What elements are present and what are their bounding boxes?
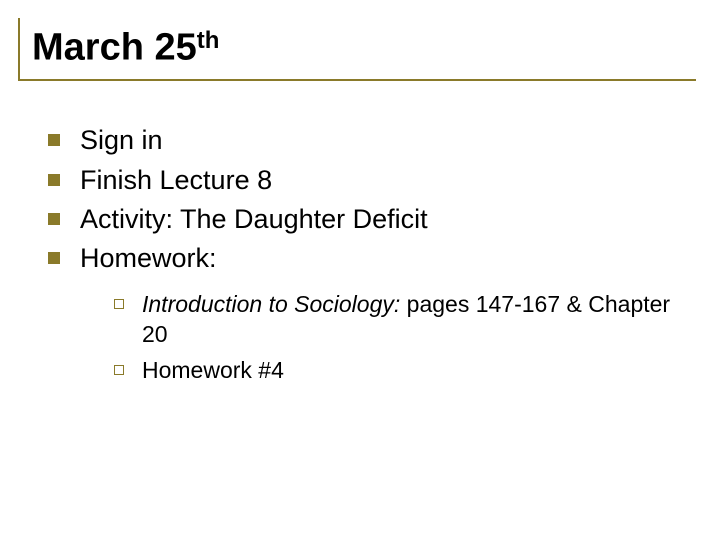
list-item: Activity: The Daughter Deficit xyxy=(48,202,696,237)
hollow-square-bullet-icon xyxy=(114,299,124,309)
sub-bullet-list: Introduction to Sociology: pages 147-167… xyxy=(48,290,696,386)
title-main: March 25 xyxy=(32,27,197,69)
list-item: Homework: xyxy=(48,241,696,276)
hollow-square-bullet-icon xyxy=(114,365,124,375)
list-item: Sign in xyxy=(48,123,696,158)
list-item: Homework #4 xyxy=(114,356,696,386)
square-bullet-icon xyxy=(48,213,60,225)
bullet-text: Homework: xyxy=(80,241,217,276)
sub-bullet-text: Homework #4 xyxy=(142,356,284,386)
italic-text: Introduction to Sociology: xyxy=(142,291,400,317)
slide-title: March 25th xyxy=(32,26,696,69)
slide: March 25th Sign in Finish Lecture 8 Acti… xyxy=(0,0,720,540)
bullet-text: Activity: The Daughter Deficit xyxy=(80,202,428,237)
plain-text: Homework #4 xyxy=(142,357,284,383)
bullet-text: Sign in xyxy=(80,123,163,158)
list-item: Finish Lecture 8 xyxy=(48,163,696,198)
title-superscript: th xyxy=(197,27,220,54)
list-item: Introduction to Sociology: pages 147-167… xyxy=(114,290,696,350)
square-bullet-icon xyxy=(48,134,60,146)
bullet-list: Sign in Finish Lecture 8 Activity: The D… xyxy=(18,123,696,385)
title-border: March 25th xyxy=(18,18,696,81)
sub-bullet-text: Introduction to Sociology: pages 147-167… xyxy=(142,290,696,350)
bullet-text: Finish Lecture 8 xyxy=(80,163,272,198)
square-bullet-icon xyxy=(48,174,60,186)
square-bullet-icon xyxy=(48,252,60,264)
